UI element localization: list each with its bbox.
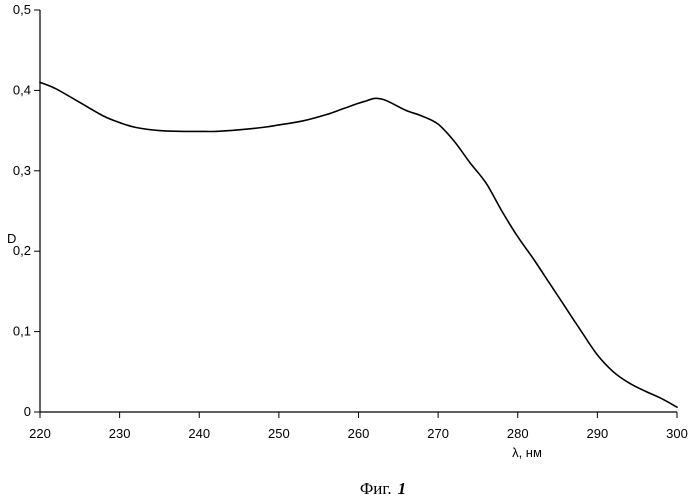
series-line (40, 82, 677, 407)
x-tick-label: 270 (427, 426, 449, 441)
chart-axes (40, 10, 677, 412)
series-group (40, 82, 677, 407)
y-tick-label: 0,3 (13, 163, 31, 178)
y-tick-label: 0,4 (13, 82, 31, 97)
y-tick-label: 0,1 (13, 324, 31, 339)
figure-caption: Фиг. 1 (360, 479, 406, 498)
x-tick-label: 300 (666, 426, 688, 441)
y-ticks: 00,10,20,30,40,5 (13, 2, 40, 419)
figure-caption-text: Фиг. (360, 479, 392, 498)
chart-figure: 00,10,20,30,40,5 22023024025026027028029… (0, 0, 695, 500)
x-ticks: 220 230 240 250 260 270 280 290 300 (29, 412, 688, 441)
y-axis-label: D (7, 231, 16, 246)
x-axis-label: λ, нм (512, 445, 542, 460)
y-tick-label: 0,5 (13, 2, 31, 17)
x-tick-label: 260 (348, 426, 370, 441)
figure-caption-number: 1 (398, 479, 407, 498)
x-tick-label: 250 (268, 426, 290, 441)
x-tick-label: 280 (507, 426, 529, 441)
x-tick-label: 240 (188, 426, 210, 441)
y-tick-label: 0 (24, 404, 31, 419)
x-tick-label: 220 (29, 426, 51, 441)
x-tick-label: 290 (587, 426, 609, 441)
x-tick-label: 230 (109, 426, 131, 441)
